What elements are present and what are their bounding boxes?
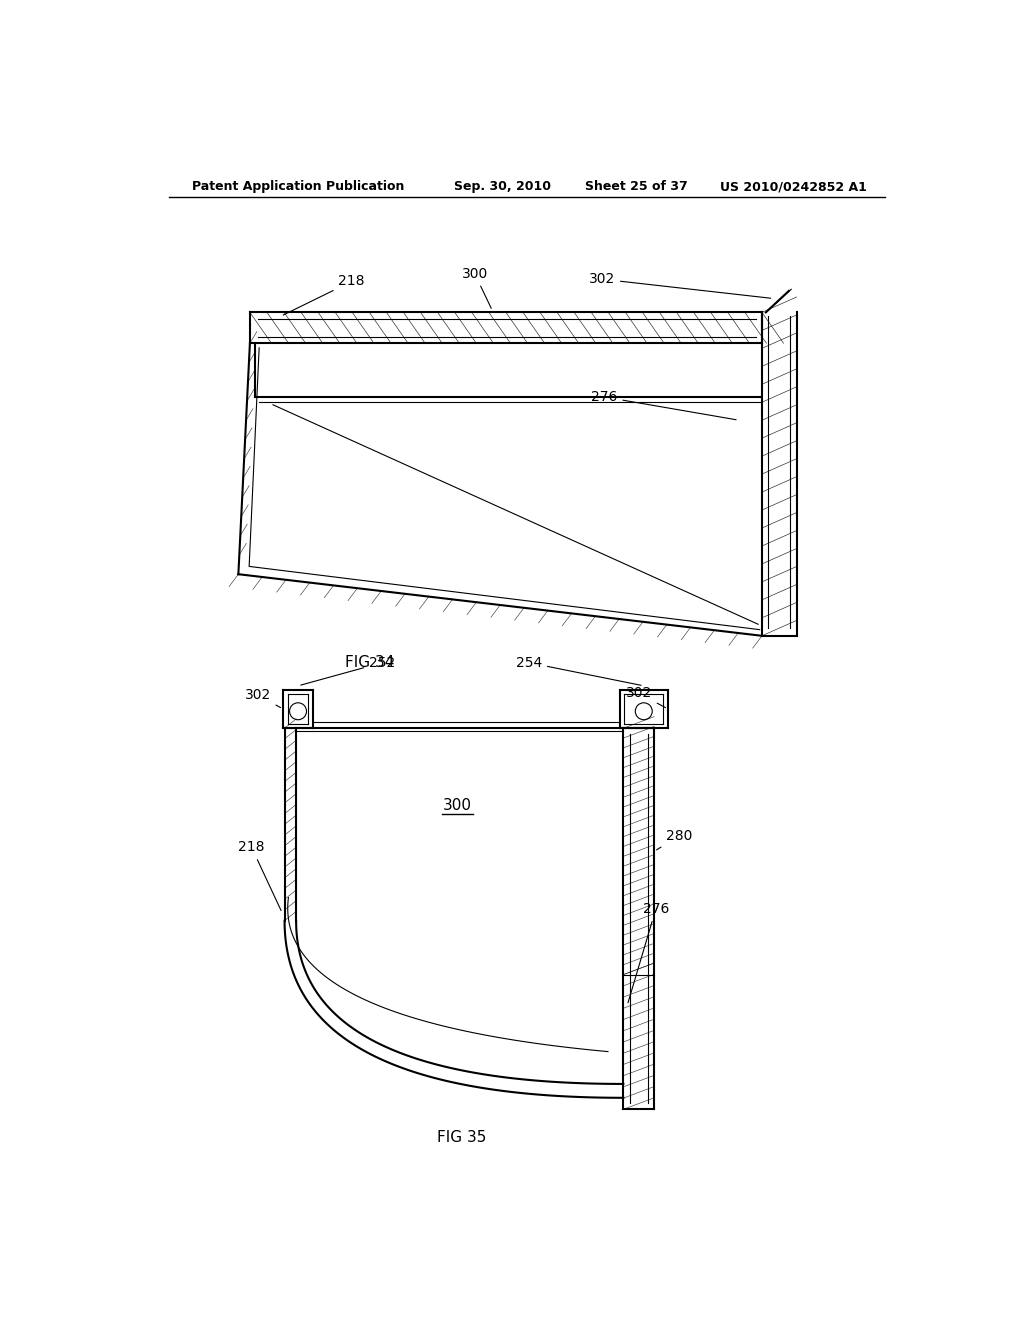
Text: Sep. 30, 2010: Sep. 30, 2010: [454, 181, 551, 194]
Text: 218: 218: [284, 275, 365, 315]
Text: 302: 302: [589, 272, 771, 298]
Text: Sheet 25 of 37: Sheet 25 of 37: [585, 181, 687, 194]
Text: 254: 254: [515, 656, 641, 685]
Text: 252: 252: [301, 656, 395, 685]
Text: 300: 300: [462, 267, 492, 309]
Text: FIG 35: FIG 35: [437, 1130, 486, 1146]
Text: 218: 218: [239, 841, 281, 911]
Text: 276: 276: [628, 902, 669, 1003]
Text: 280: 280: [656, 829, 692, 850]
Text: 302: 302: [245, 688, 281, 708]
Text: 302: 302: [626, 686, 666, 708]
Text: FIG 34: FIG 34: [344, 655, 394, 671]
Text: Patent Application Publication: Patent Application Publication: [193, 181, 404, 194]
Text: 300: 300: [443, 797, 472, 813]
Text: US 2010/0242852 A1: US 2010/0242852 A1: [720, 181, 866, 194]
Text: 276: 276: [591, 389, 736, 420]
